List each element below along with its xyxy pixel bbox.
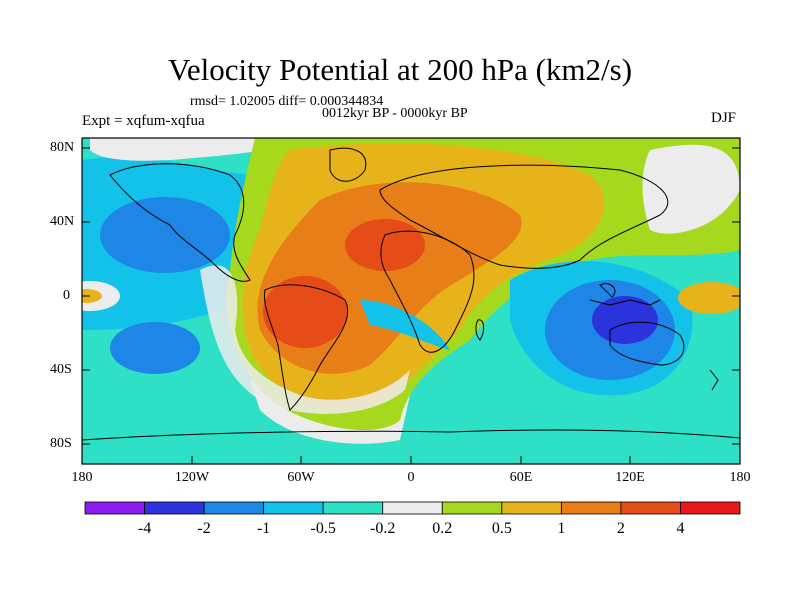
colorbar-label: -0.5 [310,520,336,537]
colorbar-label: -0.2 [370,520,396,537]
colorbar-swatch [263,501,324,515]
colorbar-label: -1 [256,520,271,537]
colorbar-swatch [144,501,205,515]
colorbar-swatch [382,501,443,515]
lat-label-80s: 80S [50,436,72,451]
lon-label-60w: 60W [287,470,315,485]
plot-title: Velocity Potential at 200 hPa (km2/s) [167,52,633,87]
colorbar-swatch [501,501,562,515]
colorbar-swatch [322,501,384,515]
experiment-label: Expt = xqfum-xqfua [82,113,205,129]
colorbar-label: 0.5 [491,520,512,537]
colorbar-label: 1 [557,520,566,537]
colorbar-label: 2 [616,520,625,537]
lon-label-60e: 60E [509,470,533,485]
colorbar-label: -2 [197,520,211,537]
lat-label-0: 0 [63,288,70,303]
colorbar [84,501,741,515]
season-label: DJF [711,110,737,126]
stats-line: rmsd= 1.02005 diff= 0.000344834 [190,94,384,109]
colorbar-label: -4 [137,520,152,537]
colorbar-swatch [620,501,681,515]
coastlines [82,147,740,441]
colorbar-swatch [84,501,145,515]
lon-tick-marks [81,456,741,464]
colorbar-swatch [203,501,265,515]
colorbar-label: 0.2 [432,520,453,537]
period-line: 0012kyr BP - 0000kyr BP [322,106,468,121]
lon-label-120e: 120E [615,470,645,485]
lat-label-40n: 40N [50,214,75,229]
lon-label-0: 0 [407,470,415,485]
lat-label-80n: 80N [50,140,75,155]
colorbar-swatch [441,501,503,515]
colorbar-swatch [680,501,741,515]
map-field [82,138,740,464]
lat-label-40s: 40S [50,362,72,377]
colorbar-swatch [560,501,622,515]
lon-label-180w: 180 [71,470,93,485]
lat-tick-marks [82,147,740,445]
lon-label-120w: 120W [174,470,210,485]
lon-label-180e: 180 [729,470,751,485]
colorbar-label: 4 [676,520,685,537]
